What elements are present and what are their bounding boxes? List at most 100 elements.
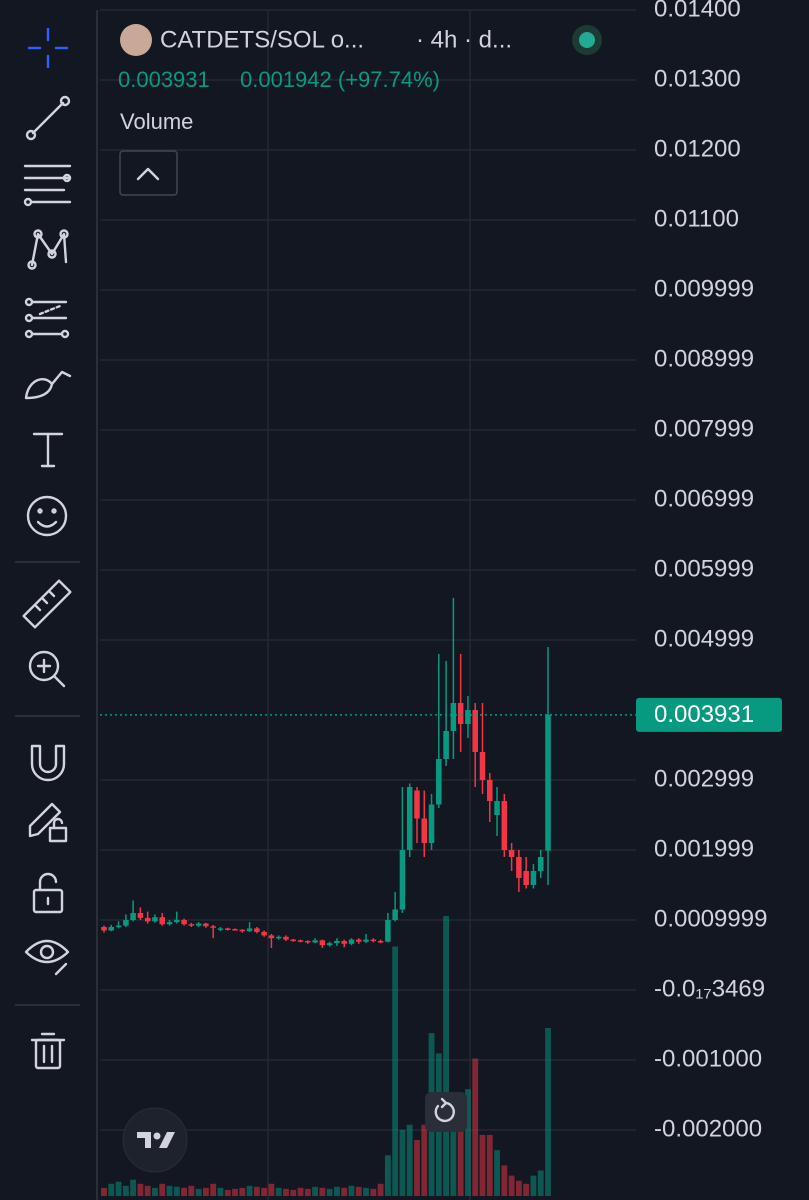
candle-body xyxy=(450,703,457,731)
volume-bar xyxy=(130,1179,137,1196)
volume-bar xyxy=(494,1150,500,1196)
candle-body xyxy=(406,787,413,850)
y-tick-label: 0.0009999 xyxy=(654,905,767,932)
candle-body xyxy=(319,940,326,946)
volume-bar xyxy=(108,1183,115,1196)
candle-body xyxy=(501,801,508,850)
y-tick-label: -0.001000 xyxy=(654,1045,762,1072)
unlock-tool[interactable] xyxy=(32,872,64,914)
volume-bar xyxy=(297,1187,304,1196)
volume-bar xyxy=(253,1186,260,1196)
volume-bar xyxy=(399,1129,406,1196)
candle-body xyxy=(516,857,522,878)
status-dot xyxy=(579,32,595,48)
brush-tool[interactable] xyxy=(24,370,72,400)
y-tick-label: 0.001999 xyxy=(654,835,754,862)
visibility-tool[interactable] xyxy=(24,939,70,976)
volume-bar xyxy=(421,1124,428,1196)
candle-body xyxy=(159,917,165,925)
crosshair-tool[interactable] xyxy=(28,28,68,68)
candle-body xyxy=(421,818,428,843)
volume-bar xyxy=(406,1124,413,1196)
volume-bar xyxy=(152,1187,158,1196)
volume-bar xyxy=(239,1187,246,1196)
volume-bar xyxy=(232,1188,238,1196)
prediction-tool[interactable] xyxy=(24,297,70,339)
candle-body xyxy=(203,923,209,927)
interval: · 4h · d... xyxy=(416,26,512,53)
candle-body xyxy=(545,714,551,851)
volume-bar xyxy=(246,1185,253,1196)
y-tick-label: 0.002999 xyxy=(654,765,754,792)
tradingview-logo[interactable] xyxy=(122,1107,188,1173)
y-tick-label: -0.002000 xyxy=(654,1115,762,1142)
candle-body xyxy=(312,940,318,943)
emoji-tool[interactable] xyxy=(26,495,68,537)
volume-bar xyxy=(217,1187,224,1196)
candle-body xyxy=(239,929,246,932)
volume-bar xyxy=(188,1185,195,1196)
candle-body xyxy=(166,922,173,925)
candle-body xyxy=(195,923,202,926)
lock-drawings-tool[interactable] xyxy=(28,802,68,843)
volume-bar xyxy=(101,1187,107,1196)
volume-bar xyxy=(115,1181,122,1196)
candle-body xyxy=(487,780,493,801)
volume-bar xyxy=(472,1058,479,1196)
volume-bar xyxy=(443,916,450,1196)
volume-bar xyxy=(275,1187,282,1196)
y-tick-label: 0.006999 xyxy=(654,485,754,512)
candle-body xyxy=(152,917,158,922)
delete-tool[interactable] xyxy=(30,1032,66,1070)
volume-bar xyxy=(181,1187,187,1196)
volume-label: Volume xyxy=(120,109,193,134)
volume-bar xyxy=(210,1183,217,1196)
volume-bar xyxy=(268,1183,275,1196)
volume-bar xyxy=(384,1155,391,1196)
volume-bar xyxy=(137,1183,144,1196)
candle-body xyxy=(334,941,340,944)
candle-body xyxy=(210,926,216,928)
candle-body xyxy=(370,939,377,942)
volume-bar xyxy=(363,1187,369,1196)
candle-body xyxy=(144,917,151,922)
candle-body xyxy=(290,939,297,942)
candle-body xyxy=(254,928,260,932)
trendline-tool[interactable] xyxy=(25,95,71,141)
volume-bar xyxy=(414,1140,420,1196)
volume-bar xyxy=(392,946,399,1196)
candle-body xyxy=(508,850,515,857)
volume-bar xyxy=(508,1175,515,1196)
last-price: 0.003931 xyxy=(118,67,210,92)
candle-body xyxy=(101,927,107,931)
candle-body xyxy=(443,731,449,759)
symbol[interactable]: CATDETS/SOL o... xyxy=(160,26,364,53)
volume-bar xyxy=(312,1186,318,1196)
candle-body xyxy=(457,703,464,724)
volume-bar xyxy=(523,1183,530,1196)
y-tick-label: 0.009999 xyxy=(654,275,754,302)
reset-button[interactable] xyxy=(425,1092,467,1132)
candle-body xyxy=(246,928,253,932)
magnet-tool[interactable] xyxy=(30,744,66,782)
volume-bar xyxy=(122,1185,129,1196)
volume-bar xyxy=(166,1185,173,1196)
ruler-tool[interactable] xyxy=(22,579,72,629)
volume-bar xyxy=(377,1183,384,1196)
text-tool[interactable] xyxy=(32,432,64,468)
collapse-button[interactable] xyxy=(119,150,178,196)
zoom-tool[interactable] xyxy=(28,650,66,688)
last-price-tag-label: 0.003931 xyxy=(654,701,754,728)
volume-bar xyxy=(304,1188,311,1196)
pattern-tool[interactable] xyxy=(27,229,69,270)
volume-bar xyxy=(334,1186,340,1196)
candle-body xyxy=(348,939,355,944)
candle-body xyxy=(305,941,311,943)
volume-bar xyxy=(486,1134,493,1196)
volume-bar xyxy=(479,1134,486,1196)
plot: 0.01400 0.01300 0.01200 0.01100 0.009999 0.00… xyxy=(100,0,782,1200)
fib-tool[interactable] xyxy=(23,164,72,207)
candle-body xyxy=(326,943,333,946)
